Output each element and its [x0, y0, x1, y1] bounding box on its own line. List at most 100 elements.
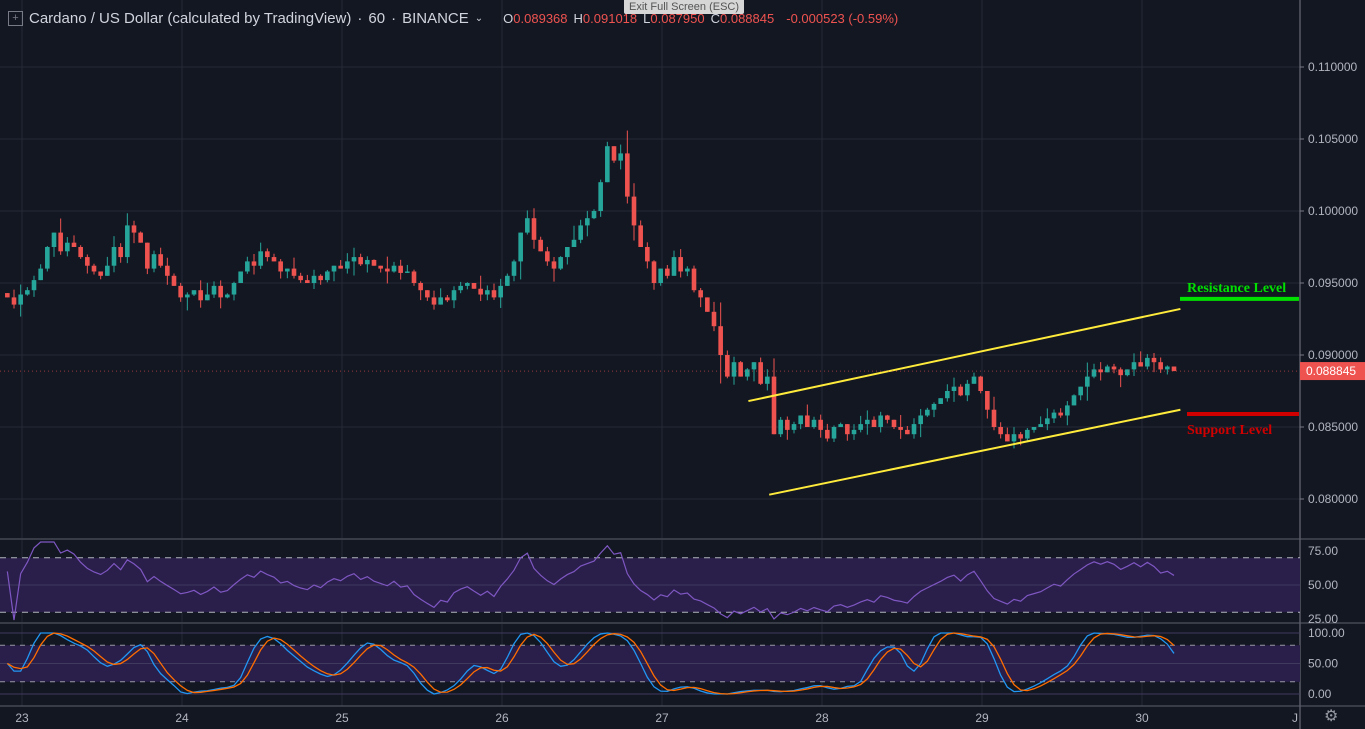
candle-body: [1005, 434, 1010, 442]
candle-body: [318, 275, 323, 281]
candle-body: [138, 232, 143, 243]
candle-body: [18, 294, 23, 305]
candle-body: [611, 146, 617, 161]
open-value: 0.089368: [513, 11, 568, 26]
candle-body: [678, 257, 683, 272]
candle-body: [331, 265, 337, 272]
candle-body: [991, 409, 997, 427]
y-tick-label: 0.100000: [1308, 204, 1358, 218]
candle-body: [118, 247, 123, 258]
settings-gear-icon[interactable]: ⚙: [1324, 708, 1339, 725]
candle-body: [385, 268, 390, 272]
candle-body: [731, 362, 737, 377]
close-value: 0.088845: [720, 11, 775, 26]
candle-body: [198, 290, 203, 301]
candle-body: [25, 290, 30, 295]
candle-body: [878, 415, 883, 427]
candle-body: [5, 293, 10, 298]
y-tick-label: 0.110000: [1308, 60, 1357, 74]
candle-body: [1138, 362, 1143, 367]
candle-body: [778, 419, 783, 435]
candle-body: [278, 261, 283, 272]
candle-body: [45, 247, 50, 269]
x-tick-label: 25: [335, 711, 349, 725]
exit-fullscreen-button[interactable]: Exit Full Screen (ESC): [624, 0, 745, 14]
channel-trendline: [768, 408, 1181, 496]
chevron-down-icon[interactable]: ⌄: [474, 13, 484, 24]
candle-body: [1145, 357, 1150, 367]
y-tick-label: 0.080000: [1308, 492, 1358, 506]
exchange[interactable]: BINANCE: [402, 10, 469, 27]
candle-body: [91, 265, 97, 272]
candle-body: [691, 268, 697, 291]
candle-body: [298, 275, 303, 281]
candle-body: [498, 285, 503, 298]
candle-body: [605, 146, 610, 183]
candle-body: [231, 283, 237, 295]
candle-body: [145, 242, 150, 269]
candle-body: [785, 419, 790, 430]
last-price-tag: [1300, 362, 1365, 381]
candle-body: [831, 427, 837, 439]
legend-header: + Cardano / US Dollar (calculated by Tra…: [8, 10, 898, 27]
interval[interactable]: 60: [368, 10, 386, 27]
candle-body: [305, 280, 310, 283]
candle-body: [38, 268, 43, 281]
x-tick-label: 27: [655, 711, 669, 725]
expand-icon[interactable]: +: [8, 11, 23, 26]
candle-body: [825, 429, 830, 439]
candle-body: [405, 271, 410, 273]
candle-body: [285, 268, 290, 272]
candle-body: [978, 376, 983, 391]
candle-body: [698, 290, 703, 298]
candle-body: [171, 275, 177, 286]
candle-body: [971, 376, 977, 384]
candle-body: [945, 391, 950, 399]
candle-body: [218, 285, 223, 298]
rsi-tick-label: 50.00: [1308, 578, 1338, 592]
candle-body: [351, 257, 357, 262]
candle-body: [625, 153, 630, 197]
channel-trendline: [748, 307, 1181, 403]
candle-body: [651, 261, 657, 283]
symbol-title[interactable]: Cardano / US Dollar (calculated by Tradi…: [29, 10, 352, 27]
x-tick-label: 28: [815, 711, 829, 725]
candle-body: [871, 419, 877, 427]
candle-body: [151, 254, 157, 269]
candles: [5, 130, 1177, 449]
candle-body: [925, 409, 930, 416]
candle-body: [965, 383, 970, 396]
candle-body: [1165, 366, 1170, 370]
candle-body: [858, 424, 863, 430]
candle-body: [725, 355, 730, 377]
candle-body: [98, 271, 103, 276]
candle-body: [705, 297, 710, 312]
candle-body: [758, 362, 763, 384]
candle-body: [1071, 395, 1077, 406]
candle-body: [325, 271, 330, 281]
candle-body: [718, 326, 723, 355]
candle-body: [818, 419, 823, 430]
candle-body: [851, 429, 857, 435]
candle-body: [1158, 362, 1163, 370]
candle-body: [711, 311, 717, 327]
candle-body: [525, 218, 530, 233]
candle-body: [1018, 434, 1023, 439]
high-label: H: [573, 11, 583, 26]
candle-body: [131, 225, 137, 233]
candle-body: [211, 285, 217, 295]
candle-body: [511, 261, 517, 276]
close-label: C: [710, 11, 720, 26]
candle-body: [245, 261, 250, 272]
candle-body: [838, 424, 843, 427]
candle-body: [185, 294, 190, 298]
x-tick-label: J: [1292, 711, 1298, 725]
candle-body: [398, 265, 403, 273]
candle-body: [125, 225, 130, 258]
candle-body: [345, 261, 350, 269]
candle-body: [531, 218, 537, 240]
candle-body: [58, 232, 63, 252]
open-label: O: [503, 11, 514, 26]
y-tick-label: 0.095000: [1308, 276, 1358, 290]
